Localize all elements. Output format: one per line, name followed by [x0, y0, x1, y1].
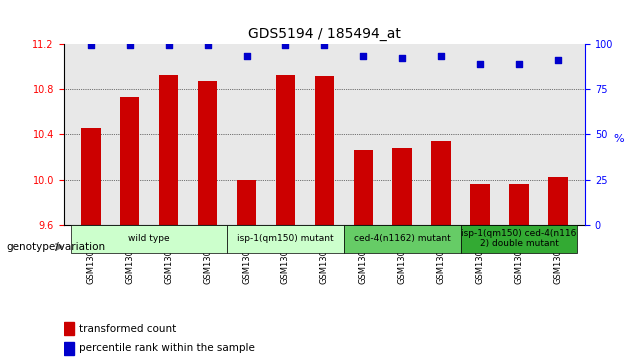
Bar — [159, 76, 179, 225]
Bar — [548, 178, 567, 225]
Bar — [276, 76, 295, 225]
Bar — [315, 77, 334, 225]
Text: transformed count: transformed count — [80, 324, 177, 334]
FancyBboxPatch shape — [227, 225, 344, 253]
Bar — [509, 184, 529, 225]
Bar — [120, 97, 139, 225]
Point — [475, 61, 485, 66]
Text: wild type: wild type — [128, 234, 170, 243]
Point — [202, 42, 212, 48]
Point — [242, 53, 252, 59]
Point — [358, 53, 368, 59]
Bar — [198, 81, 218, 225]
Text: isp-1(qm150) mutant: isp-1(qm150) mutant — [237, 234, 334, 243]
Bar — [354, 150, 373, 225]
Point — [436, 53, 446, 59]
Bar — [81, 127, 100, 225]
Text: ced-4(n1162) mutant: ced-4(n1162) mutant — [354, 234, 450, 243]
Text: genotype/variation: genotype/variation — [6, 242, 106, 252]
Bar — [64, 342, 74, 355]
Bar — [237, 180, 256, 225]
Bar — [431, 141, 451, 225]
Point — [86, 42, 96, 48]
FancyBboxPatch shape — [344, 225, 460, 253]
Point — [397, 55, 407, 61]
Point — [280, 42, 291, 48]
Point — [514, 61, 524, 66]
Point — [319, 42, 329, 48]
Point — [553, 57, 563, 63]
FancyBboxPatch shape — [71, 225, 227, 253]
Text: isp-1(qm150) ced-4(n116
2) double mutant: isp-1(qm150) ced-4(n116 2) double mutant — [461, 229, 577, 248]
Point — [163, 42, 174, 48]
Bar — [64, 322, 74, 335]
Bar — [392, 148, 412, 225]
Point — [125, 42, 135, 48]
Y-axis label: %: % — [614, 134, 624, 144]
Bar — [470, 184, 490, 225]
Text: percentile rank within the sample: percentile rank within the sample — [80, 343, 255, 354]
Title: GDS5194 / 185494_at: GDS5194 / 185494_at — [248, 27, 401, 41]
FancyBboxPatch shape — [460, 225, 577, 253]
